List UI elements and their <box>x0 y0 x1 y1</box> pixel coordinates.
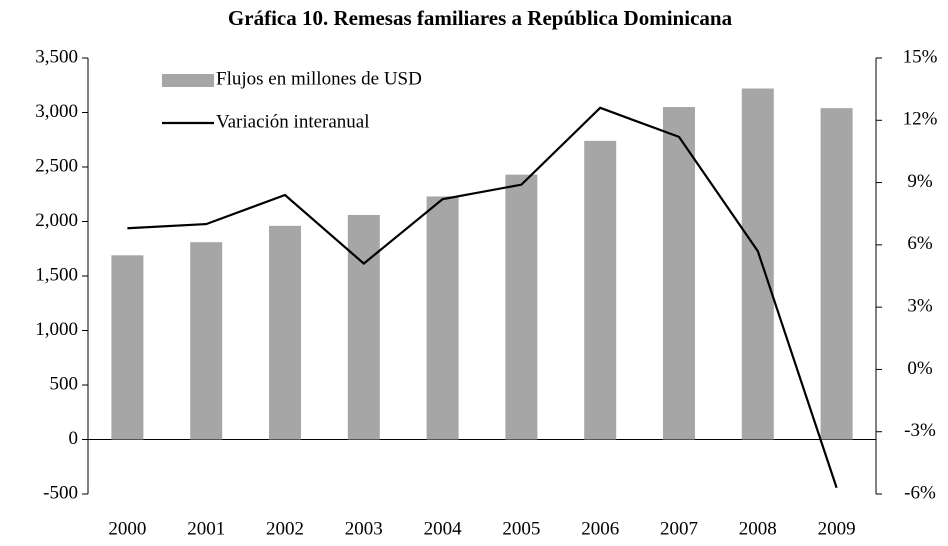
y-tick-label: 2,500 <box>35 155 78 176</box>
y-tick-label: 3,500 <box>35 46 78 67</box>
y2-tick-label: 0% <box>907 358 933 379</box>
bar <box>347 214 380 440</box>
x-tick-label: 2001 <box>187 518 225 539</box>
bar <box>505 174 538 440</box>
x-tick-label: 2004 <box>424 518 463 539</box>
y-tick-label: -500 <box>43 482 78 503</box>
bar <box>741 88 774 440</box>
y-tick-label: 3,000 <box>35 101 78 122</box>
bar <box>820 108 853 440</box>
y2-tick-label: 3% <box>907 296 933 317</box>
legend-label: Flujos en millones de USD <box>216 68 422 89</box>
line <box>127 106 838 489</box>
legend-swatch <box>162 74 214 87</box>
y2-tick-label: -3% <box>904 420 936 441</box>
y-tick-label: 2,000 <box>35 210 78 231</box>
bar <box>269 225 301 440</box>
y2-tick-label: 6% <box>907 233 933 254</box>
bar <box>584 140 617 440</box>
x-tick-label: 2005 <box>502 518 540 539</box>
x-tick-label: 2009 <box>818 518 856 539</box>
y-tick-label: 1,500 <box>35 264 78 285</box>
legend-label: Variación interanual <box>216 111 370 132</box>
y-tick-label: 500 <box>50 373 79 394</box>
x-tick-label: 2000 <box>108 518 146 539</box>
x-tick-label: 2007 <box>660 518 698 539</box>
y2-tick-label: 15% <box>903 46 938 67</box>
y2-tick-label: 12% <box>903 109 938 130</box>
x-tick-label: 2002 <box>266 518 304 539</box>
bar <box>663 107 695 440</box>
x-tick-label: 2006 <box>581 518 619 539</box>
y2-tick-label: 9% <box>907 171 933 192</box>
chart-title: Gráfica 10. Remesas familiares a Repúbli… <box>228 6 733 30</box>
bar <box>190 242 223 440</box>
bar <box>111 255 144 440</box>
y-tick-label: 1,000 <box>35 319 78 340</box>
x-tick-label: 2003 <box>345 518 383 539</box>
bar <box>426 196 459 440</box>
y2-tick-label: -6% <box>904 482 936 503</box>
x-tick-label: 2008 <box>739 518 777 539</box>
y-tick-label: 0 <box>69 428 79 449</box>
